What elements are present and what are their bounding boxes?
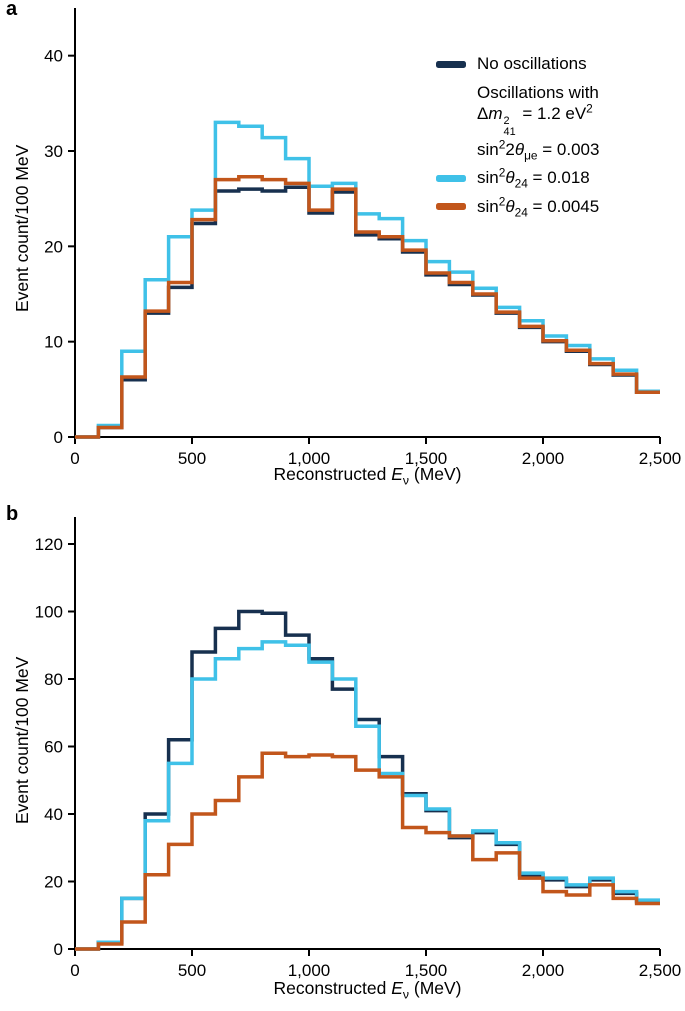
y-tick-label: 120 xyxy=(35,535,63,554)
y-tick-label: 30 xyxy=(44,142,63,161)
series-theta24_018-path xyxy=(75,640,660,951)
y-tick-label: 20 xyxy=(44,237,63,256)
y-tick-label: 100 xyxy=(35,603,63,622)
x-tick-label: 0 xyxy=(70,961,79,980)
x-tick-label: 2,000 xyxy=(522,449,565,468)
legend-label-oscillations-with: Oscillations with xyxy=(477,82,599,102)
x-tick-label: 2,500 xyxy=(639,961,682,980)
x-tick-label: 500 xyxy=(178,961,206,980)
y-tick-label: 60 xyxy=(44,738,63,757)
series-no_osc-path xyxy=(75,609,660,951)
legend-row-oscillations-with: Oscillations with xyxy=(436,79,681,108)
legend-row-sin2-theta24-018: sin2θ24 = 0.018 xyxy=(436,164,681,193)
legend-label-sin2-2theta-mue: sin22θμe = 0.003 xyxy=(477,137,600,163)
x-tick-label: 1,000 xyxy=(288,961,331,980)
panel-b: 0 20 40 60 80 100 120 0 500 1,000 1,500 2,000 2,500 … xyxy=(0,497,685,1011)
legend: No oscillations Oscillations with Δm 2 41 … xyxy=(436,50,681,221)
legend-row-sin2-theta24-0045: sin2θ24 = 0.0045 xyxy=(436,193,681,222)
legend-label-sin2-theta24-018: sin2θ24 = 0.018 xyxy=(477,165,590,191)
panel-a-y-axis-label: Event count/100 MeV xyxy=(12,144,32,312)
series-theta24_0045-path xyxy=(75,174,660,439)
legend-swatch-sin2-theta24-018 xyxy=(436,174,466,182)
legend-swatch-sin2-theta24-0045 xyxy=(436,203,466,211)
y-tick-label: 40 xyxy=(44,805,63,824)
y-tick-label: 80 xyxy=(44,670,63,689)
series-theta24_0045-path xyxy=(75,751,660,951)
x-tick-label: 2,500 xyxy=(639,449,682,468)
y-tick-label: 20 xyxy=(44,873,63,892)
panel-a-x-axis-label: Reconstructed Eν (MeV) xyxy=(273,464,462,488)
x-tick-label: 1,000 xyxy=(288,449,331,468)
legend-swatch-no-oscillations xyxy=(436,60,466,68)
panel-b-chart: 0 20 40 60 80 100 120 0 500 1,000 1,500 2,000 2,500 xyxy=(35,517,682,980)
y-tick-label: 40 xyxy=(44,47,63,66)
y-tick-label: 0 xyxy=(54,940,63,959)
x-tick-label: 0 xyxy=(70,449,79,468)
panel-b-x-axis-label: Reconstructed Eν (MeV) xyxy=(273,978,462,1002)
panel-b-label: b xyxy=(6,503,19,525)
y-tick-label: 0 xyxy=(54,428,63,447)
panel-b-y-axis-label: Event count/100 MeV xyxy=(12,656,32,824)
y-tick-label: 10 xyxy=(44,333,63,352)
panel-a-label: a xyxy=(6,0,18,20)
panel-a: 0 10 20 30 40 0 500 1,000 1,500 2,000 2,500 a Even… xyxy=(0,0,685,497)
legend-row-delta-m2: Δm 2 41 = 1.2 eV2 xyxy=(436,101,681,139)
legend-label-delta-m2: Δm 2 41 = 1.2 eV2 xyxy=(477,101,593,139)
legend-label-sin2-theta24-0045: sin2θ24 = 0.0045 xyxy=(477,194,600,220)
x-tick-label: 1,500 xyxy=(405,961,448,980)
legend-row-no-oscillations: No oscillations xyxy=(436,50,681,79)
legend-row-sin2-2theta-mue: sin22θμe = 0.003 xyxy=(436,136,681,165)
legend-label-no-oscillations: No oscillations xyxy=(477,54,587,74)
panel-a-chart: 0 10 20 30 40 0 500 1,000 1,500 2,000 2,500 xyxy=(44,8,682,468)
x-tick-label: 500 xyxy=(178,449,206,468)
x-tick-label: 1,500 xyxy=(405,449,448,468)
series-theta24_018-path xyxy=(75,120,660,439)
x-tick-label: 2,000 xyxy=(522,961,565,980)
